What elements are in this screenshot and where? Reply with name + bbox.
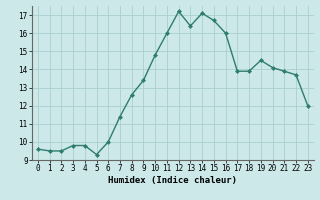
X-axis label: Humidex (Indice chaleur): Humidex (Indice chaleur) — [108, 176, 237, 185]
